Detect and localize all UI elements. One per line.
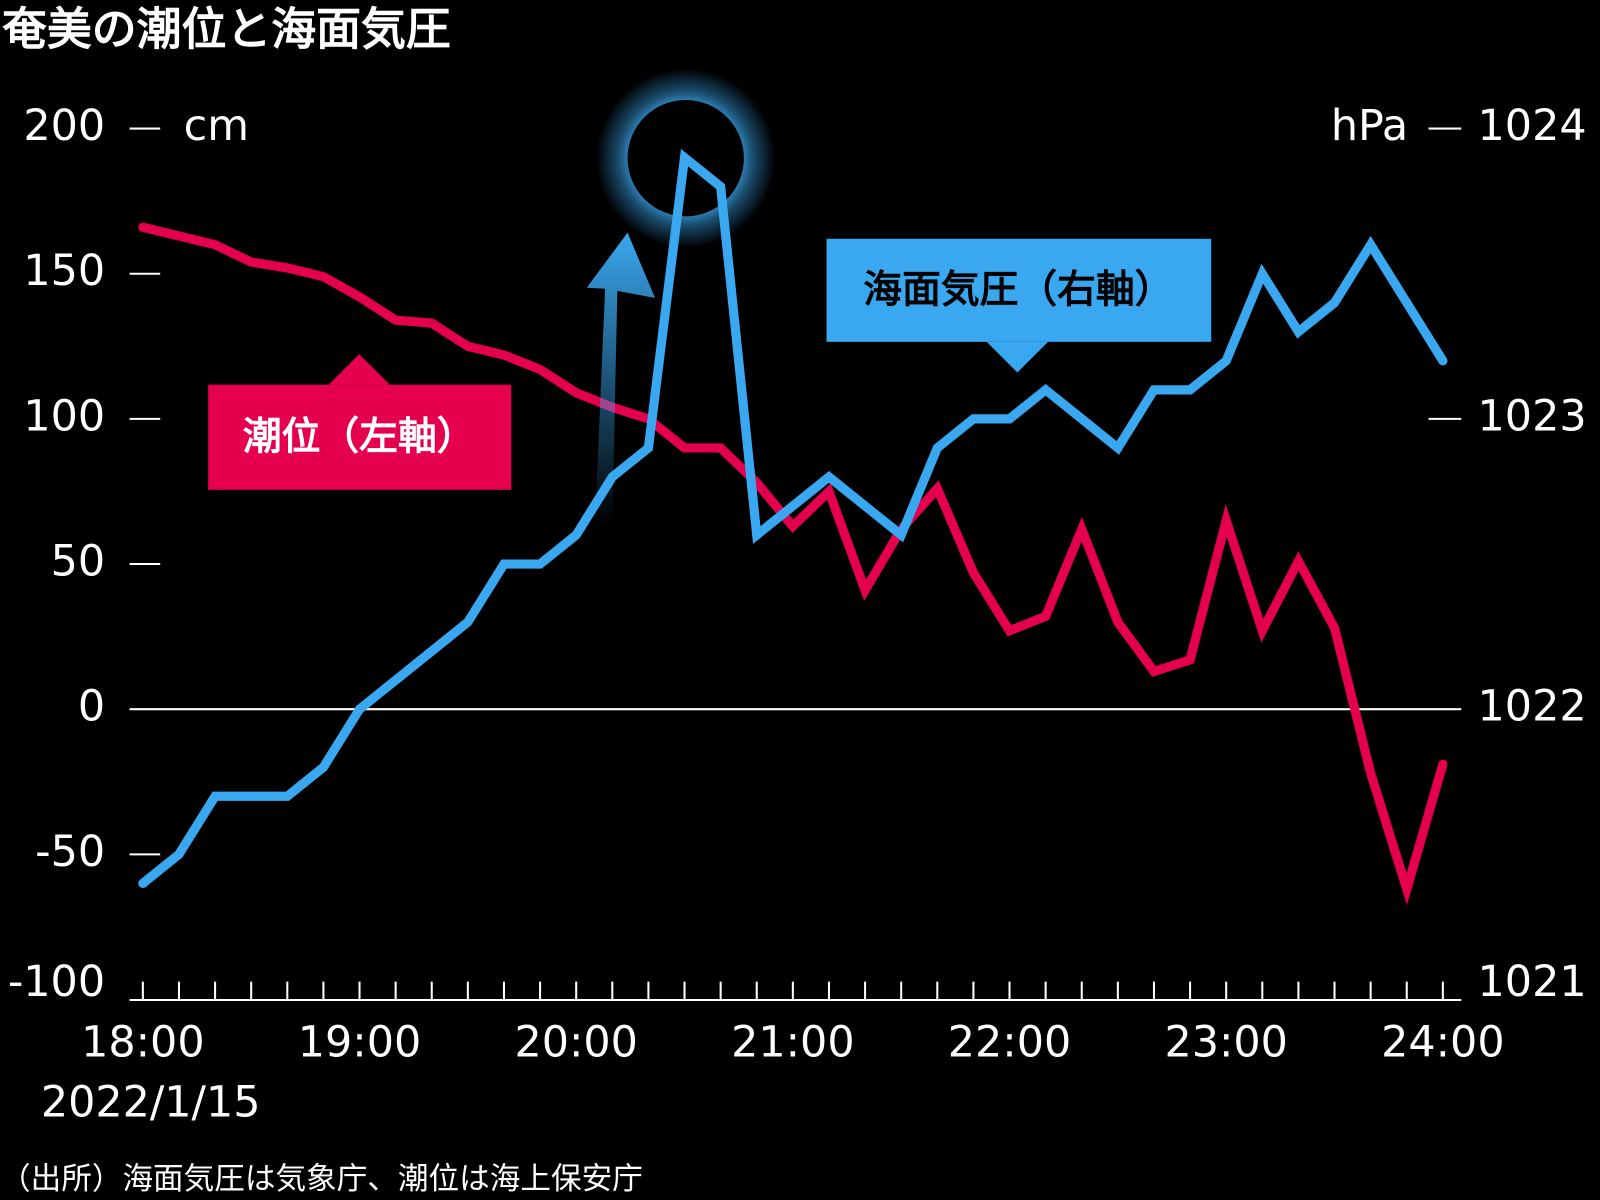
legend-box <box>208 384 512 490</box>
x-tick-label: 19:00 <box>298 1017 421 1067</box>
legend-pointer <box>986 341 1048 373</box>
y2-tick-label: 1024 <box>1478 101 1587 151</box>
x-tick-label: 23:00 <box>1164 1017 1287 1067</box>
y2-tick-label: 1023 <box>1478 391 1587 441</box>
legend-box <box>826 238 1212 342</box>
arrow <box>586 232 656 526</box>
y-tick-label: -100 <box>8 957 105 1007</box>
y-tick-label: 150 <box>23 246 105 296</box>
source-note: （出所）海面気圧は気象庁、潮位は海上保安庁 <box>0 1162 643 1197</box>
y-unit: cm <box>184 101 249 151</box>
y-tick-label: -50 <box>35 827 105 877</box>
series-line <box>138 148 1448 888</box>
y2-tick-label: 1021 <box>1478 957 1587 1007</box>
x-sublabel: 2022/1/15 <box>41 1078 261 1128</box>
series-line <box>138 222 1448 906</box>
legend-label: 潮位（左軸） <box>243 414 476 459</box>
y2-unit: hPa <box>1331 101 1408 151</box>
x-tick-label: 20:00 <box>514 1017 637 1067</box>
legend-label: 海面気圧（右軸） <box>863 267 1173 312</box>
x-tick-label: 24:00 <box>1381 1017 1504 1067</box>
x-tick-label: 22:00 <box>948 1017 1071 1067</box>
y-tick-label: 0 <box>78 682 105 732</box>
x-tick-label: 21:00 <box>731 1017 854 1067</box>
plot-layer <box>129 127 1462 1002</box>
y-tick-label: 100 <box>23 391 105 441</box>
x-tick-label: 18:00 <box>81 1017 204 1067</box>
legend-pointer <box>328 354 390 385</box>
y2-tick-label: 1022 <box>1478 682 1587 732</box>
chart-title: 奄美の潮位と海面気圧 <box>2 3 451 56</box>
y-tick-label: 200 <box>23 101 105 151</box>
y-tick-label: 50 <box>51 537 106 587</box>
